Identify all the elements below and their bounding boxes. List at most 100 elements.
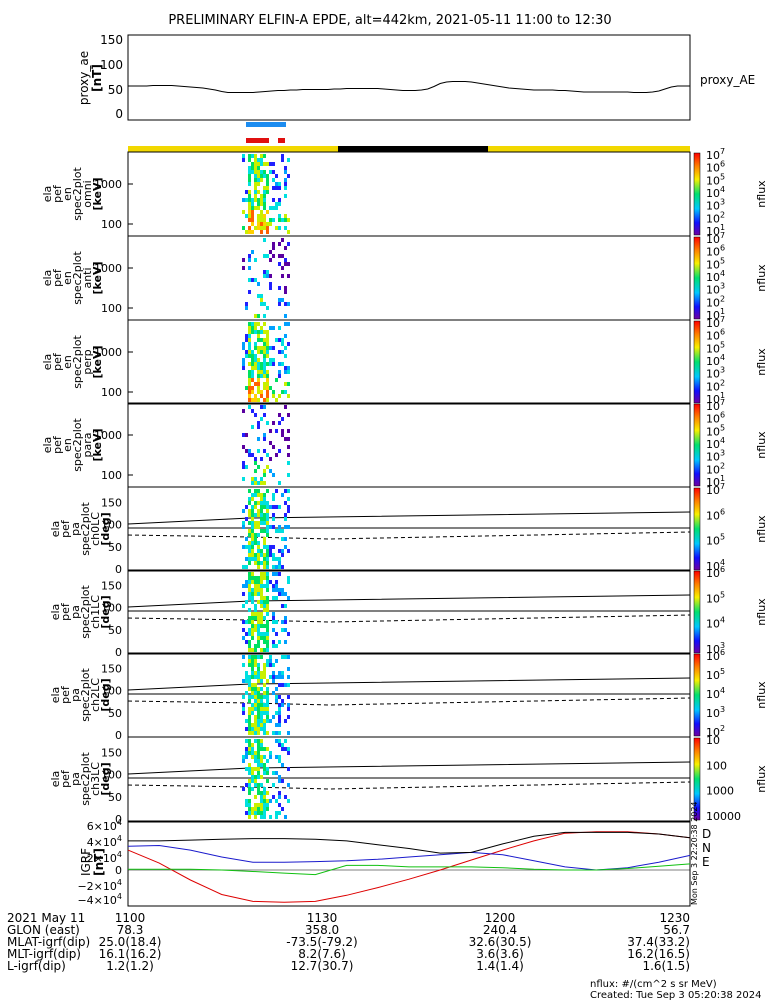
spec_omni-cell bbox=[260, 170, 263, 174]
spec_omni-cell bbox=[272, 170, 275, 174]
spec_omni-cell bbox=[263, 194, 266, 198]
pa_ch2-cell bbox=[260, 727, 263, 731]
pa_ch2-cell bbox=[263, 727, 266, 731]
pa_ch1-cell bbox=[260, 572, 263, 576]
pa_ch2-cell bbox=[281, 699, 284, 703]
spec_perp-cell bbox=[245, 334, 248, 338]
spec_omni-ylabel-line-1: pef bbox=[51, 184, 64, 203]
spec_perp-cell bbox=[245, 386, 248, 390]
pa_ch1-cell bbox=[248, 588, 251, 592]
spec_omni-cell bbox=[257, 162, 260, 166]
pa_ch0-cell bbox=[263, 493, 266, 497]
spec_omni-cell bbox=[242, 210, 245, 214]
pa_ch1-cell bbox=[254, 616, 257, 620]
pa_ch0-cell bbox=[242, 521, 245, 525]
spec_omni-cell bbox=[287, 158, 290, 162]
spec_perp-cell bbox=[257, 382, 260, 386]
spec_perp-cell bbox=[266, 382, 269, 386]
pa_ch2-cell bbox=[281, 703, 284, 707]
igrf-series-E bbox=[128, 863, 691, 876]
pa_ch0-colorbar: 104 105 106 107 nflux bbox=[693, 482, 768, 573]
spec_perp-ylabel-line-4: perp bbox=[81, 349, 94, 374]
spec_omni-cell bbox=[248, 206, 251, 210]
pa_ch2-cell bbox=[278, 675, 281, 679]
pa_ch3-ylabel-line-4: ch3LC bbox=[89, 762, 102, 796]
pa_ch3-cell bbox=[242, 787, 245, 791]
pa_ch0-cell bbox=[254, 533, 257, 537]
pa_ch3-cell bbox=[275, 799, 278, 803]
orbit-cell-1-0: 78.3 bbox=[117, 923, 144, 937]
spec_omni-cell bbox=[272, 198, 275, 202]
spec_omni-cell bbox=[251, 170, 254, 174]
pa_ch2-cell bbox=[254, 731, 257, 735]
pa_ch3-cell bbox=[287, 751, 290, 755]
spec_omni-cell bbox=[248, 182, 251, 186]
pa_ch1-cell bbox=[257, 592, 260, 596]
pa_ch0-cell bbox=[248, 509, 251, 513]
spec_para-cell bbox=[278, 481, 281, 485]
pa_ch2-cell bbox=[266, 707, 269, 711]
spec_perp-cell bbox=[275, 398, 278, 402]
pa_ch2-cell bbox=[242, 711, 245, 715]
pa_ch1-cell bbox=[257, 616, 260, 620]
spec_para-colorbar-strip bbox=[693, 403, 701, 487]
pa_ch3-cell bbox=[248, 767, 251, 771]
pa_ch2-cell bbox=[263, 667, 266, 671]
pa_ch1-cell bbox=[266, 572, 269, 576]
pa_ch1-cell bbox=[266, 584, 269, 588]
igrf-series-total bbox=[128, 831, 691, 854]
spec_para-cell bbox=[266, 465, 269, 469]
spec_omni-cell bbox=[257, 182, 260, 186]
pa_ch0-cell bbox=[278, 561, 281, 565]
pa_ch1-cell bbox=[257, 628, 260, 632]
spec_anti-cell bbox=[260, 294, 263, 298]
pa_ch3-colorbar-tick-3: 10 bbox=[706, 734, 720, 747]
spec_perp-cell bbox=[266, 330, 269, 334]
spec_omni-cell bbox=[245, 190, 248, 194]
pa_ch3-cell bbox=[284, 795, 287, 799]
pa_ch1-cell bbox=[248, 592, 251, 596]
pa_ch2-cell bbox=[269, 663, 272, 667]
spec_omni-colorbar-tick-0: 101 bbox=[706, 223, 725, 238]
spec_para-colorbar-tick-5: 106 bbox=[706, 411, 725, 426]
spec_omni-cell bbox=[266, 186, 269, 190]
orbit-cell-4-3: 1.6(1.5) bbox=[642, 959, 690, 973]
spec_omni-cell bbox=[248, 230, 251, 234]
pa_ch2-ylabel-line-3: spec2plot bbox=[79, 668, 92, 722]
spec_perp-ylabel-line-0: ela bbox=[41, 354, 54, 371]
spec_perp-cell bbox=[257, 350, 260, 354]
pa_ch1-cell bbox=[275, 596, 278, 600]
pa_ch3-cell bbox=[254, 739, 257, 743]
pa_ch1-cell bbox=[257, 624, 260, 628]
pa_ch2-cell bbox=[254, 723, 257, 727]
pa_ch2-cell bbox=[257, 671, 260, 675]
pa_ch1-cell bbox=[263, 584, 266, 588]
pa_ch1-cell bbox=[248, 572, 251, 576]
pa_ch1-cell bbox=[242, 620, 245, 624]
spec_omni-cell bbox=[287, 230, 290, 234]
spec_perp-cell bbox=[263, 346, 266, 350]
pa_ch1-cell bbox=[248, 576, 251, 580]
pa_ch0-cell bbox=[266, 509, 269, 513]
pa_ch1-colorbar-tick-1: 104 bbox=[706, 616, 725, 631]
spec_omni-cell bbox=[257, 202, 260, 206]
spec_perp-heatmap bbox=[242, 322, 290, 402]
spec_perp-cell bbox=[284, 382, 287, 386]
pa_ch2-cell bbox=[287, 715, 290, 719]
spec_omni-cell bbox=[266, 210, 269, 214]
pa_ch0-cell bbox=[266, 545, 269, 549]
pa_ch3-cell bbox=[275, 739, 278, 743]
pa_ch2-cell bbox=[254, 655, 257, 659]
spec_perp-cell bbox=[260, 390, 263, 394]
spec_para-cell bbox=[263, 449, 266, 453]
pa_ch0-cell bbox=[248, 533, 251, 537]
pa_ch2-cell bbox=[248, 663, 251, 667]
pa_ch1-cell bbox=[284, 640, 287, 644]
pa_ch1-colorbar-tick-2: 105 bbox=[706, 590, 725, 605]
spec_anti-cell bbox=[284, 302, 287, 306]
spec_perp-cell bbox=[266, 394, 269, 398]
spec_omni-cell bbox=[251, 230, 254, 234]
pa_ch0-cell bbox=[257, 533, 260, 537]
